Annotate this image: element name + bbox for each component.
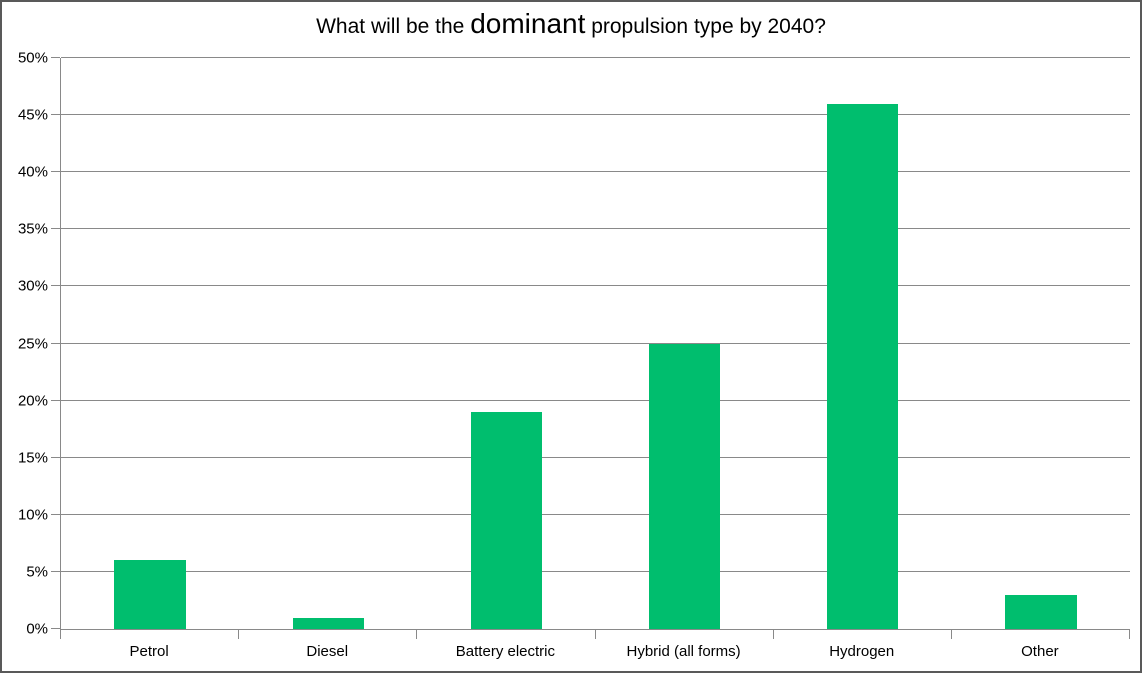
y-axis-tick-0 <box>51 628 60 629</box>
bar-diesel <box>292 617 364 629</box>
y-axis-label-45: 45% <box>17 106 48 124</box>
gridline-10 <box>61 513 1130 515</box>
y-axis-labels: 0% 5% 10% 15% 20% 25% 30% 35% 40% 45% 50% <box>2 51 48 637</box>
x-axis-label-hydrogen: Hydrogen <box>829 643 895 660</box>
y-axis-label-20: 20% <box>17 392 48 410</box>
gridline-5 <box>61 570 1130 572</box>
y-axis-label-10: 10% <box>17 506 48 524</box>
gridline-30 <box>61 285 1130 287</box>
y-axis-tick-25 <box>51 342 60 344</box>
x-axis-label-hybrid-all-forms: Hybrid (all forms) <box>626 643 741 660</box>
x-axis-label-other: Other <box>1021 643 1059 660</box>
gridline-20 <box>61 399 1130 401</box>
x-axis-tick-6 <box>1129 630 1130 639</box>
x-axis-tick-4 <box>772 630 774 639</box>
plot-area <box>51 57 1130 639</box>
chart-title-emphasis: dominant <box>470 8 586 39</box>
y-axis-tick-40 <box>51 171 60 173</box>
bar-petrol <box>114 560 186 629</box>
x-axis-tick-5 <box>950 630 952 639</box>
y-axis-label-5: 5% <box>26 563 48 581</box>
x-axis-tick-2 <box>416 630 418 639</box>
y-axis-tick-10 <box>51 513 60 515</box>
y-axis-tick-20 <box>51 399 60 401</box>
gridline-15 <box>61 456 1130 458</box>
gridline-35 <box>61 228 1130 230</box>
x-axis-label-petrol: Petrol <box>129 643 169 660</box>
chart-title-text-start: What will be the <box>316 15 471 38</box>
x-axis-tick-3 <box>594 630 596 639</box>
y-axis-label-50: 50% <box>17 49 48 67</box>
x-axis-label-battery-electric: Battery electric <box>455 643 555 660</box>
y-axis-label-40: 40% <box>17 163 48 181</box>
x-axis-label-diesel: Diesel <box>306 643 349 660</box>
x-axis-labels: Petrol Diesel Battery electric Hybrid (all … <box>60 642 1129 666</box>
y-axis-tick-35 <box>51 228 60 230</box>
y-axis-label-30: 30% <box>17 277 48 295</box>
x-axis-tick-1 <box>238 630 240 639</box>
gridline-40 <box>61 171 1130 173</box>
gridline-25 <box>61 342 1130 344</box>
y-axis-tick-30 <box>51 285 60 287</box>
gridline-50 <box>61 57 1130 58</box>
bar-other <box>1005 594 1077 629</box>
bar-hydrogen <box>827 103 899 629</box>
gridline-45 <box>61 114 1130 116</box>
y-axis-tick-5 <box>51 570 60 572</box>
chart-title-text-end: propulsion type by 2040? <box>585 15 826 38</box>
y-axis-tick-50 <box>51 57 60 58</box>
bar-hybrid-all-forms <box>648 343 721 629</box>
y-axis-label-15: 15% <box>17 449 48 467</box>
y-axis-label-0: 0% <box>26 620 48 638</box>
y-axis-label-25: 25% <box>17 335 48 352</box>
y-axis-label-35: 35% <box>17 220 48 238</box>
x-axis-tick-0 <box>60 630 61 639</box>
bar-battery-electric <box>470 412 543 629</box>
chart-title: What will be the dominant propulsion typ… <box>2 7 1140 44</box>
y-axis-tick-45 <box>51 114 60 116</box>
y-axis-tick-15 <box>51 456 60 458</box>
